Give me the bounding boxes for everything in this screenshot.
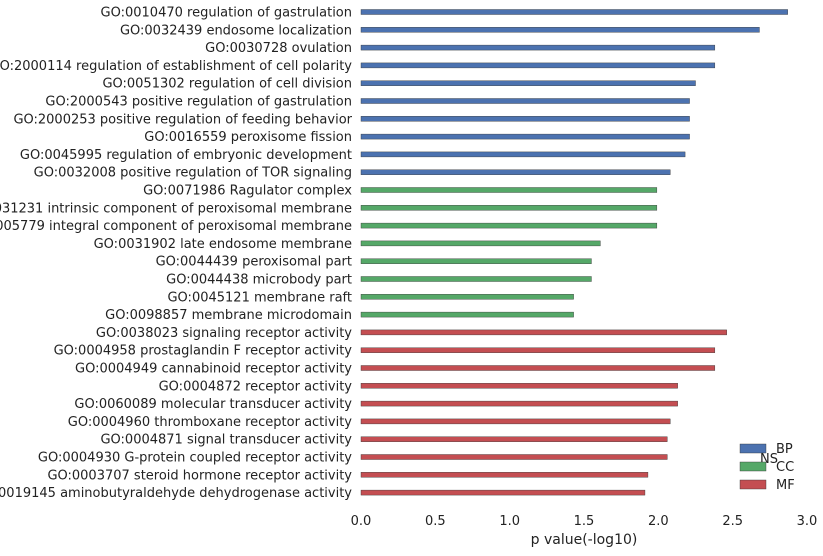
category-label: GO:0038023 signaling receptor activity xyxy=(96,326,352,341)
legend-entries: BP CC MF xyxy=(739,442,795,493)
category-label: GO:0071986 Ragulator complex xyxy=(143,184,352,199)
category-label: GO:0004871 signal transducer activity xyxy=(100,433,352,448)
bar-mf-6 xyxy=(360,418,671,425)
category-label: GO:0032439 endosome localization xyxy=(120,23,352,38)
bars-layer xyxy=(360,9,788,496)
bar-mf-2 xyxy=(360,347,716,353)
bar-mf-3 xyxy=(360,365,716,371)
x-tick-label: 3.0 xyxy=(797,514,818,529)
category-label: GO:0044438 microbody part xyxy=(166,273,352,288)
bar-bp-9 xyxy=(360,151,686,158)
category-label: GO:2000543 positive regulation of gastru… xyxy=(45,95,352,110)
bar-cc-3 xyxy=(360,222,658,229)
category-labels: GO:0010470 regulation of gastrulation GO:… xyxy=(0,6,353,502)
category-label: GO:0004930 G-protein coupled receptor ac… xyxy=(38,451,352,466)
bar-cc-7 xyxy=(360,294,574,300)
category-label: GO:2000253 positive regulation of feedin… xyxy=(13,112,352,127)
category-label: GO:0005779 integral component of peroxis… xyxy=(0,219,352,234)
category-label: GO:0051302 regulation of cell division xyxy=(102,77,352,92)
bar-mf-10 xyxy=(360,489,646,496)
legend-label-cc: CC xyxy=(776,460,794,475)
bar-bp-6 xyxy=(360,98,690,104)
category-label: GO:0045121 membrane raft xyxy=(167,290,352,305)
category-label: GO:0098857 membrane microdomain xyxy=(105,308,352,323)
category-label: GO:0019145 aminobutyraldehyde dehydrogen… xyxy=(0,486,352,501)
bar-cc-6 xyxy=(360,276,592,282)
category-label: GO:0044439 peroxisomal part xyxy=(156,255,352,270)
bar-bp-1 xyxy=(360,9,788,15)
bar-cc-5 xyxy=(360,258,592,264)
x-tick-label: 1.0 xyxy=(499,514,520,529)
category-label: GO:0032008 positive regulation of TOR si… xyxy=(34,166,352,181)
category-label: GO:0004958 prostaglandin F receptor acti… xyxy=(54,344,353,359)
bar-bp-3 xyxy=(360,44,716,51)
category-label: GO:0031902 late endosome membrane xyxy=(94,237,352,252)
bar-cc-4 xyxy=(360,240,601,247)
bar-mf-9 xyxy=(360,472,649,478)
legend-label-mf: MF xyxy=(776,478,795,493)
category-label: GO:0031231 intrinsic component of peroxi… xyxy=(0,201,352,216)
x-axis-ticks: 0.0 0.5 1.0 1.5 2.0 2.5 3.0 xyxy=(351,514,818,529)
bar-mf-1 xyxy=(360,329,727,336)
bar-mf-7 xyxy=(360,436,668,442)
x-tick-label: 0.5 xyxy=(425,514,446,529)
category-label: GO:2000114 regulation of establishment o… xyxy=(0,59,352,74)
bar-bp-2 xyxy=(360,27,760,33)
category-label: GO:0060089 molecular transducer activity xyxy=(74,397,352,412)
category-label: GO:0004872 receptor activity xyxy=(159,379,353,394)
category-label: GO:0010470 regulation of gastrulation xyxy=(101,6,352,21)
bar-cc-1 xyxy=(360,187,658,193)
bar-bp-4 xyxy=(360,62,716,69)
category-label: GO:0004960 thromboxane receptor activity xyxy=(68,415,353,430)
x-axis-label: p value(-log10) xyxy=(531,532,638,548)
bar-mf-5 xyxy=(360,400,678,407)
category-label: GO:0030728 ovulation xyxy=(205,41,352,56)
x-tick-label: 2.5 xyxy=(722,514,743,529)
x-tick-label: 0.0 xyxy=(351,514,372,529)
bar-bp-8 xyxy=(360,133,690,140)
bar-mf-8 xyxy=(360,454,668,460)
legend-swatch-mf xyxy=(739,479,767,490)
x-tick-label: 2.0 xyxy=(648,514,669,529)
legend-label-bp: BP xyxy=(776,442,793,457)
x-tick-label: 1.5 xyxy=(574,514,595,529)
legend-swatch-bp xyxy=(739,443,767,454)
bar-bp-5 xyxy=(360,80,696,86)
bar-bp-7 xyxy=(360,116,690,122)
bar-mf-4 xyxy=(360,383,678,389)
legend-swatch-cc xyxy=(739,461,767,472)
bar-bp-10 xyxy=(360,169,671,175)
category-label: GO:0045995 regulation of embryonic devel… xyxy=(20,148,352,163)
category-label: GO:0003707 steroid hormone receptor acti… xyxy=(47,468,352,483)
bar-cc-8 xyxy=(360,311,574,318)
bar-cc-2 xyxy=(360,205,658,211)
category-label: GO:0004949 cannabinoid receptor activity xyxy=(75,362,352,377)
category-label: GO:0016559 peroxisome fission xyxy=(144,130,352,145)
